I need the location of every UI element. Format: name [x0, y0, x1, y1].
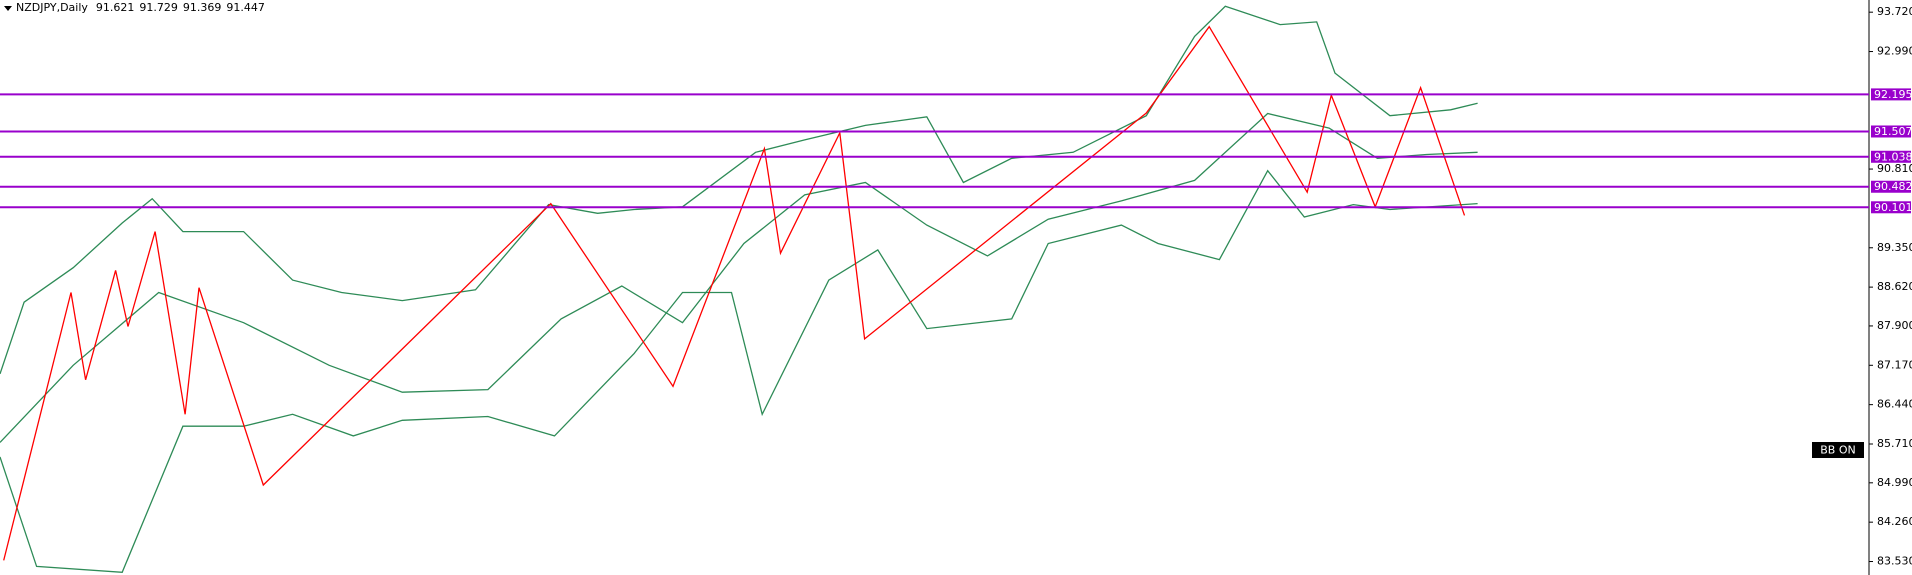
- ohlc-value: 91.369: [183, 1, 222, 14]
- level-label-box: [1871, 150, 1911, 163]
- level-label-box: [1871, 180, 1911, 193]
- annotation: BB ON: [1820, 444, 1855, 457]
- y-tick-label: 83.530: [1877, 555, 1912, 568]
- y-tick-label: 84.990: [1877, 476, 1912, 489]
- ohlc-value: 91.729: [139, 1, 178, 14]
- ohlc-value: 91.447: [226, 1, 265, 14]
- chart-title: NZDJPY,Daily: [16, 1, 88, 14]
- level-label-box: [1871, 125, 1911, 138]
- y-tick-label: 89.350: [1877, 241, 1912, 254]
- y-tick-label: 87.170: [1877, 358, 1912, 371]
- level-label: 92.195: [1874, 88, 1912, 101]
- ohlc-value: 91.621: [96, 1, 135, 14]
- y-tick-label: 93.720: [1877, 5, 1912, 18]
- level-label-box: [1871, 201, 1911, 214]
- level-label-box: [1871, 88, 1911, 101]
- annotation-box: [1812, 442, 1864, 458]
- bollinger-band: [0, 169, 1478, 573]
- zigzag-line: [3, 25, 1466, 561]
- level-label: 91.507: [1874, 125, 1912, 138]
- y-tick-label: 88.620: [1877, 280, 1912, 293]
- y-tick-label: 85.710: [1877, 437, 1912, 450]
- y-tick-label: 92.990: [1877, 45, 1912, 58]
- bollinger-band: [0, 112, 1478, 443]
- y-tick-label: 87.900: [1877, 319, 1912, 332]
- y-tick-label: 84.260: [1877, 515, 1912, 528]
- y-tick-label: 90.810: [1877, 162, 1912, 175]
- menu-triangle: [4, 6, 12, 11]
- level-label: 90.101: [1874, 201, 1912, 214]
- bollinger-band: [0, 5, 1478, 375]
- level-label: 91.038: [1874, 150, 1912, 163]
- level-label: 90.482: [1874, 180, 1912, 193]
- y-tick-label: 86.440: [1877, 398, 1912, 411]
